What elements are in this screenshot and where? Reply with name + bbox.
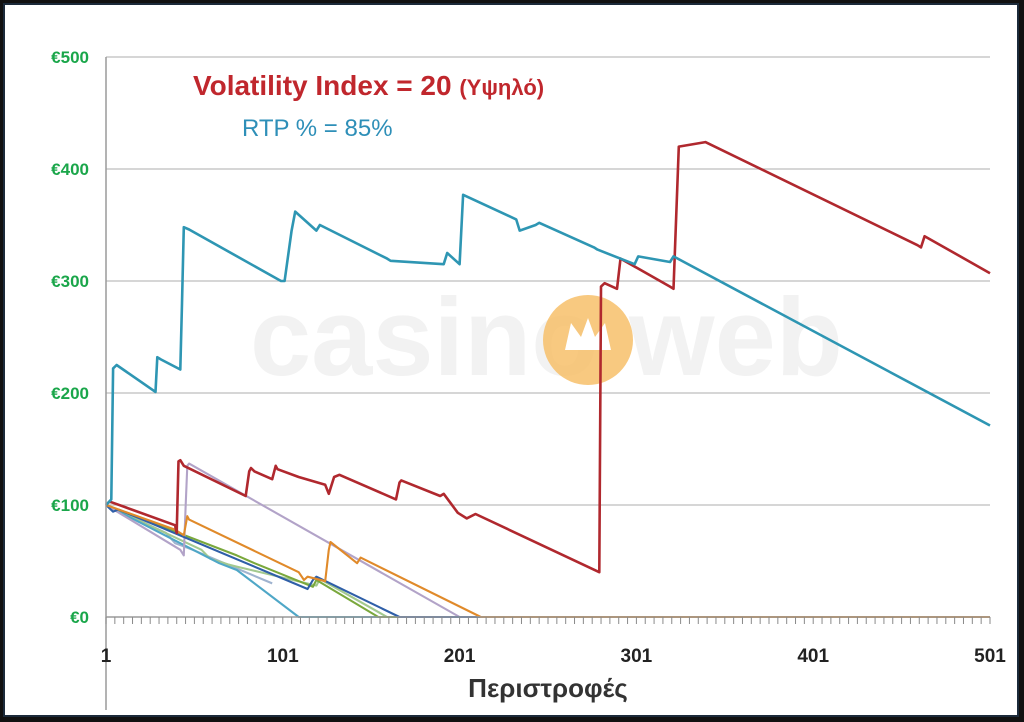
series-line-1 bbox=[105, 193, 991, 506]
axes bbox=[105, 57, 991, 710]
x-axis-label: Περιστροφές bbox=[468, 673, 628, 703]
x-axis-minor-ticks bbox=[105, 617, 991, 624]
x-tick-label: 301 bbox=[621, 646, 653, 667]
series-line-2 bbox=[105, 140, 991, 574]
chart-title-suffix: (Υψηλό) bbox=[459, 75, 544, 100]
y-tick-label: €100 bbox=[51, 496, 89, 515]
chart-title-main: Volatility Index = 20 bbox=[193, 70, 452, 101]
grid-lines bbox=[106, 56, 990, 506]
chart-subtitle: RTP % = 85% bbox=[242, 115, 393, 142]
x-tick-labels: 1 101 201 301 401 501 bbox=[101, 646, 1007, 667]
x-tick-label: 1 bbox=[101, 646, 112, 667]
x-tick-label: 401 bbox=[797, 646, 829, 667]
y-tick-label: €300 bbox=[51, 272, 89, 291]
y-tick-label: €500 bbox=[51, 48, 89, 67]
series-line-5 bbox=[105, 462, 990, 619]
series-line-3 bbox=[105, 504, 990, 619]
series-line-4 bbox=[105, 504, 990, 619]
chart-title: Volatility Index = 20 (Υψηλό) bbox=[193, 70, 544, 101]
y-tick-label: €0 bbox=[70, 608, 89, 627]
x-tick-label: 501 bbox=[974, 646, 1006, 667]
y-tick-labels: €0 €100 €200 €300 €400 €500 bbox=[51, 48, 89, 627]
chart-frame: casino web €0 €100 €200 €300 €400 €500 1 101 20… bbox=[3, 3, 1019, 717]
watermark: casino web bbox=[250, 276, 843, 399]
x-tick-label: 101 bbox=[267, 646, 299, 667]
series-line-8 bbox=[105, 504, 990, 619]
line-chart: casino web €0 €100 €200 €300 €400 €500 1 101 20… bbox=[51, 48, 1007, 710]
y-tick-label: €200 bbox=[51, 384, 89, 403]
x-tick-label: 201 bbox=[444, 646, 476, 667]
y-tick-label: €400 bbox=[51, 160, 89, 179]
